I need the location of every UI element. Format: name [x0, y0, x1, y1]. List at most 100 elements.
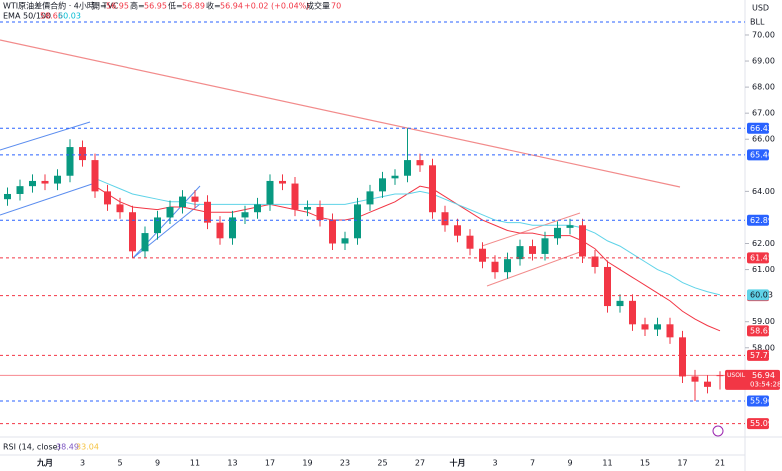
y-tick-label: 61.00	[752, 265, 775, 274]
level-label: 65.40	[750, 150, 773, 159]
y-tick-label: 67.00	[752, 109, 775, 118]
candle-body	[679, 337, 686, 377]
level-tag	[747, 122, 769, 134]
candle-body	[404, 160, 411, 176]
candle-body	[104, 191, 111, 205]
channel-line	[0, 182, 96, 216]
ema-tag	[747, 289, 769, 301]
candle-body	[129, 212, 136, 252]
level-label: 55.96	[750, 396, 773, 405]
ohlc-label: 開=	[92, 2, 107, 11]
ema-label: EMA 50/100	[3, 12, 51, 21]
candle-body	[529, 246, 536, 254]
level-label: 62.89	[750, 216, 773, 225]
candle-body	[29, 180, 36, 187]
x-tick-label: 17	[677, 459, 687, 468]
candle-body	[666, 324, 674, 338]
x-tick-label: 3	[80, 459, 85, 468]
level-label: 57.71	[750, 351, 773, 360]
x-tick-label: 21	[715, 459, 725, 468]
ohlc-label: 高=	[130, 1, 145, 11]
candle-body	[329, 220, 336, 244]
y-tick-label: 62.00	[752, 239, 775, 248]
rsi-ma-value: 33.04	[76, 443, 99, 452]
x-tick-label: 19	[302, 459, 312, 468]
ema-line	[94, 177, 721, 296]
x-tick-label: 9	[155, 459, 160, 468]
candle-body	[66, 147, 74, 176]
candle-body	[79, 147, 86, 161]
x-tick-label: 3	[492, 459, 497, 468]
y-tick-label: 66.00	[752, 135, 775, 144]
ema-value: 60.03	[58, 12, 81, 21]
y-tick-label: 59.00	[752, 317, 775, 326]
candle-body	[479, 248, 486, 262]
candle-body	[279, 180, 286, 184]
price-tag	[725, 369, 780, 390]
candle-body	[141, 233, 149, 252]
candle-body	[354, 204, 361, 239]
alert-icon[interactable]	[712, 425, 724, 437]
channel-line	[0, 121, 91, 151]
candle-body	[179, 196, 186, 208]
candle-body	[641, 324, 649, 330]
candle-body	[191, 196, 199, 202]
candle-body	[566, 225, 574, 228]
level-tag	[747, 395, 769, 407]
level-label: 61.45	[750, 253, 773, 262]
level-tag	[747, 418, 769, 430]
x-tick-label: 九月	[36, 458, 53, 468]
change: +0.02 (+0.04%)	[244, 2, 309, 11]
candle-body	[416, 160, 424, 166]
x-tick-label: 11	[602, 459, 612, 468]
level-tag	[747, 214, 769, 226]
ema-tag	[747, 325, 769, 337]
currency: USD	[752, 4, 769, 13]
candle-body	[229, 217, 236, 239]
volume-label: 成交量	[306, 1, 330, 11]
ohlc-value: 56.95	[144, 2, 167, 11]
candle-body	[341, 238, 349, 244]
candle-body	[204, 201, 211, 223]
candle-body	[41, 180, 49, 184]
x-tick-label: 23	[340, 459, 350, 468]
ohlc-value: 56.94	[220, 2, 243, 11]
candle-body	[16, 186, 24, 194]
ema-tag-label: 60.03	[750, 290, 773, 299]
candle-body	[616, 300, 624, 307]
level-label: 66.42	[750, 124, 773, 133]
candle-body	[4, 193, 11, 200]
ema-value: 58.65	[40, 12, 63, 21]
header: WTI原油差價合約 · 4小時 · TVC 開= 56.95 高= 56.95 …	[3, 1, 769, 452]
x-tick-label: 17	[265, 459, 275, 468]
candle-body	[554, 227, 561, 239]
candle-body	[379, 178, 386, 192]
ohlc-label: 低=	[168, 1, 183, 11]
x-tick-label: 13	[227, 459, 237, 468]
candle-body	[316, 207, 324, 221]
y-tick-label: 68.00	[752, 83, 775, 92]
candle-body	[266, 180, 274, 205]
price-tag-symbol: USOIL	[727, 372, 746, 379]
y-tick-label: 58.00	[752, 343, 775, 352]
candle-body	[91, 160, 99, 192]
candle-body	[391, 175, 399, 179]
candle-body	[366, 191, 374, 205]
candle-body	[629, 300, 636, 325]
candle-body	[154, 217, 161, 234]
candle-body	[304, 207, 311, 210]
rsi-label: RSI (14, close)	[3, 443, 61, 452]
candle-body	[116, 204, 124, 213]
level-label: 55.09	[750, 419, 773, 428]
candle-body	[429, 165, 436, 213]
ema-tag-label: 58.65	[750, 326, 773, 335]
x-tick-label: 9	[567, 459, 572, 468]
candle-body	[54, 175, 61, 184]
candle-body	[704, 381, 711, 387]
candle-body	[291, 183, 299, 210]
level-tag	[747, 149, 769, 161]
candle-body	[254, 204, 261, 213]
ohlc-label: 收=	[206, 1, 221, 11]
